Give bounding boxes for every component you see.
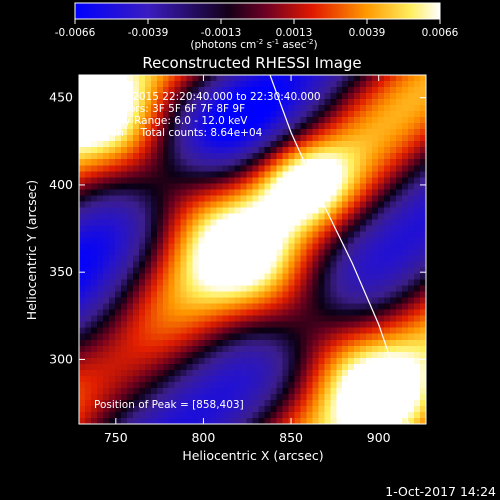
colorbar-tick-label: -0.0013 <box>201 27 242 39</box>
x-tick-label: 900 <box>367 430 391 445</box>
y-tick-label: 450 <box>49 90 73 105</box>
colorbar: -0.0066 -0.0039 -0.0013 0.0013 0.0039 0.0066 … <box>55 2 459 51</box>
y-tick-label: 350 <box>49 264 73 279</box>
info-time-range: 22-Apr-2015 22:20:40.000 to 22:30:40.000 <box>94 91 321 103</box>
axis-ticks: 750 800 850 900 300 350 400 450 <box>49 75 426 445</box>
y-tick-label: 300 <box>49 351 73 366</box>
x-tick-label: 850 <box>279 430 303 445</box>
info-clean-counts: Clean Total counts: 8.64e+04 <box>94 127 263 139</box>
peak-position-label: Position of Peak = [858,403] <box>94 399 244 411</box>
footer-date: 1-Oct-2017 14:24 <box>385 484 496 499</box>
colorbar-tick-label: 0.0039 <box>349 27 386 39</box>
colorbar-tick-label: -0.0066 <box>55 27 96 39</box>
colorbar-tick-label: 0.0013 <box>276 27 313 39</box>
solar-limb-curve <box>269 75 410 424</box>
colorbar-strip <box>74 2 441 20</box>
heatmap-image <box>79 75 426 424</box>
colorbar-tick-label: 0.0066 <box>422 27 459 39</box>
colorbar-tick-label: -0.0039 <box>128 27 169 39</box>
chart-title: Reconstructed RHESSI Image <box>142 54 361 72</box>
y-axis-label: Heliocentric Y (arcsec) <box>24 180 39 320</box>
colorbar-units: (photons cm-2 s-1 asec-2) <box>190 38 317 51</box>
y-tick-label: 400 <box>49 177 73 192</box>
info-detectors: Detectors: 3F 5F 6F 7F 8F 9F <box>94 103 245 115</box>
info-energy-range: Energy Range: 6.0 - 12.0 keV <box>94 115 248 127</box>
observation-info: 22-Apr-2015 22:20:40.000 to 22:30:40.000… <box>94 91 321 411</box>
x-tick-label: 800 <box>191 430 215 445</box>
colorbar-ticks: -0.0066 -0.0039 -0.0013 0.0013 0.0039 0.0066 <box>55 19 459 39</box>
x-tick-label: 750 <box>104 430 128 445</box>
x-axis-label: Heliocentric X (arcsec) <box>182 448 323 463</box>
plot-frame <box>78 74 427 425</box>
